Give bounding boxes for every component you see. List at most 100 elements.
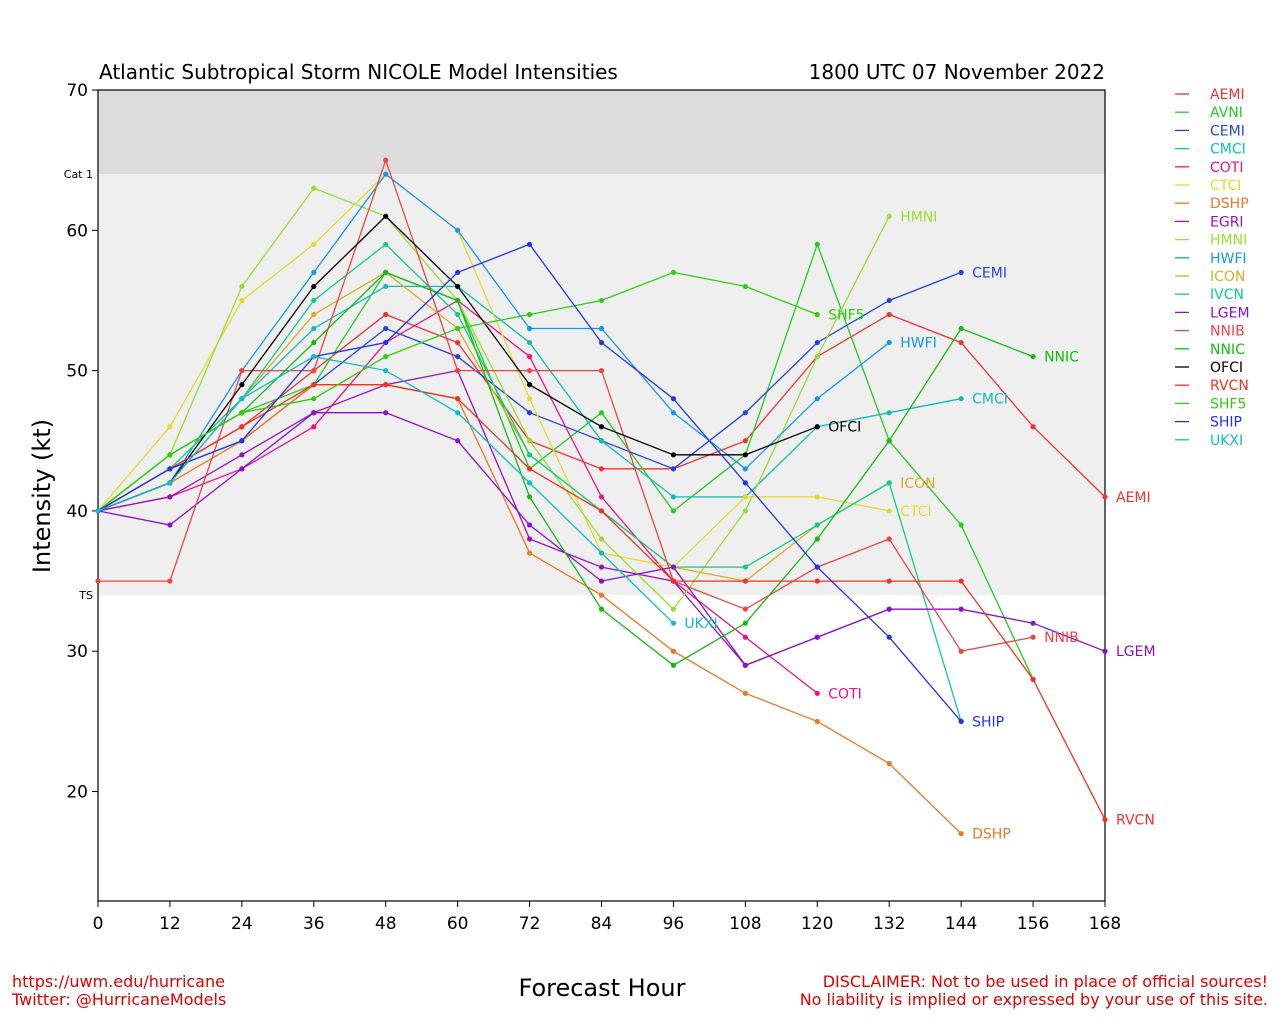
x-tick-label: 120 — [801, 914, 833, 934]
end-label: CTCI — [900, 504, 931, 520]
data-point — [526, 550, 533, 556]
data-point — [742, 634, 748, 640]
data-point — [886, 410, 892, 416]
data-point — [670, 269, 677, 276]
legend-item: SHF5 — [1210, 396, 1246, 412]
end-label: NNIC — [1044, 350, 1079, 366]
chart-subtitle: 1800 UTC 07 November 2022 — [809, 60, 1105, 84]
data-point — [167, 424, 173, 430]
data-point — [526, 466, 533, 472]
data-point — [670, 396, 677, 402]
end-label: CEMI — [972, 265, 1007, 281]
data-point — [598, 424, 605, 430]
data-point — [814, 339, 820, 346]
data-point — [526, 325, 533, 332]
footer-liability: No liability is implied or expressed by … — [800, 990, 1268, 1009]
axes: 0 12 24 36 48 60 72 84 96 108 120 132 144 156 168 20 30 4… — [64, 81, 1121, 934]
legend-item: IVCN — [1210, 287, 1244, 303]
data-point — [383, 311, 389, 318]
data-point — [311, 311, 317, 318]
data-point — [598, 339, 605, 346]
chart-title: Atlantic Subtropical Storm NICOLE Model … — [99, 60, 618, 84]
data-point — [455, 368, 461, 374]
x-tick-label: 0 — [93, 914, 104, 934]
y-tick-label: 50 — [66, 362, 88, 382]
data-point — [958, 339, 964, 346]
legend-item: AEMI — [1210, 87, 1245, 103]
end-labels: AEMI CEMI CMCI COTI CTCI DSHP HMNI HWFI ICON LGEM… — [684, 209, 1155, 842]
data-point — [383, 269, 389, 276]
footer-twitter: Twitter: @HurricaneModels — [11, 990, 226, 1009]
y-tick-label: 70 — [66, 81, 88, 101]
data-point — [311, 185, 317, 191]
data-point — [1030, 676, 1036, 682]
data-point — [239, 438, 245, 444]
data-point — [311, 269, 317, 276]
data-point — [455, 227, 461, 233]
data-point — [311, 241, 317, 247]
data-point — [742, 410, 748, 416]
data-point — [670, 508, 677, 514]
data-point — [311, 424, 317, 430]
data-point — [383, 339, 389, 346]
data-point — [239, 382, 245, 388]
x-tick-label: 48 — [375, 914, 397, 934]
data-point — [1030, 634, 1036, 640]
end-label: SHF5 — [828, 307, 864, 323]
data-point — [1030, 353, 1036, 360]
data-point — [311, 283, 317, 290]
data-point — [526, 339, 533, 346]
data-point — [886, 213, 892, 219]
data-point — [742, 690, 748, 696]
legend-item: RVCN — [1210, 378, 1249, 394]
series-line — [97, 271, 1034, 667]
series-ofci — [95, 213, 820, 514]
legend-item: DSHP — [1210, 196, 1249, 212]
data-point — [886, 760, 892, 767]
data-point — [886, 578, 892, 584]
end-label: RVCN — [1116, 813, 1155, 829]
data-point — [526, 353, 533, 360]
data-point — [814, 241, 820, 247]
data-point — [526, 368, 533, 374]
legend: AEMI AVNI CEMI CMCI COTI CTCI DSHP EGRI HMNI HWFI… — [1175, 87, 1250, 449]
data-point — [886, 508, 892, 514]
data-point — [886, 606, 892, 612]
threshold-label: Cat 1 — [64, 168, 93, 181]
x-tick-label: 72 — [519, 914, 541, 934]
end-label: UKXI — [684, 616, 717, 632]
data-point — [598, 325, 605, 332]
x-tick-label: 24 — [231, 914, 253, 934]
end-label: HMNI — [900, 209, 937, 225]
data-point — [311, 353, 317, 360]
data-point — [95, 578, 101, 584]
data-point — [598, 368, 605, 374]
data-point — [958, 269, 964, 276]
data-point — [742, 438, 748, 444]
end-label: COTI — [828, 686, 861, 702]
data-point — [814, 424, 820, 430]
end-label: AEMI — [1116, 490, 1151, 506]
x-tick-label: 132 — [873, 914, 905, 934]
data-point — [886, 480, 892, 486]
data-point — [311, 396, 317, 402]
end-label: CMCI — [972, 392, 1008, 408]
data-point — [311, 297, 317, 304]
data-point — [239, 368, 245, 374]
legend-item: EGRI — [1210, 214, 1244, 230]
data-point — [455, 311, 461, 318]
data-point — [311, 325, 317, 332]
data-point — [239, 424, 245, 430]
data-point — [311, 368, 317, 374]
series-line — [97, 242, 1034, 680]
data-point — [814, 494, 820, 500]
data-point — [598, 592, 605, 598]
data-point — [742, 508, 748, 514]
data-point — [383, 171, 389, 177]
data-point — [814, 353, 820, 360]
data-point — [167, 480, 173, 486]
data-point — [167, 452, 173, 458]
data-point — [239, 410, 245, 416]
y-tick-label: 60 — [66, 221, 88, 241]
